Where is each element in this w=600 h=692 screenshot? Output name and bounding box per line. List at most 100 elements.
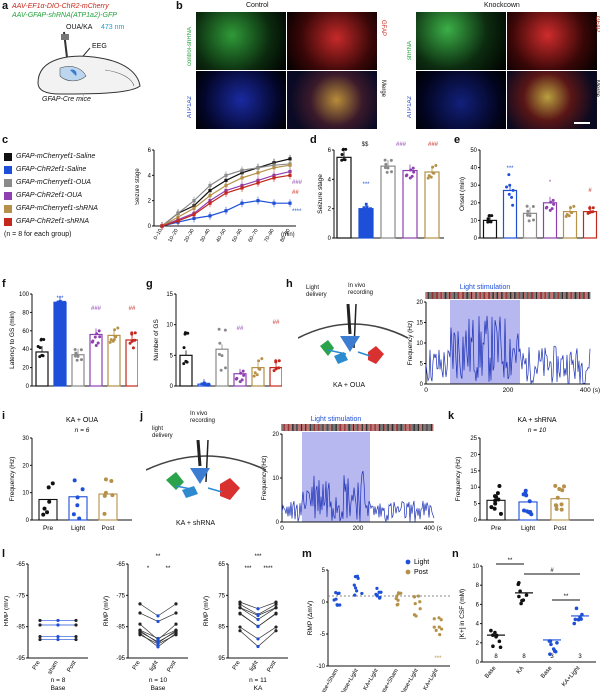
frequency-trace (281, 470, 435, 523)
sig-marker: *** (56, 296, 64, 302)
data-point (395, 603, 399, 607)
sig-marker: ## (129, 306, 136, 312)
data-point (495, 491, 500, 496)
data-point (379, 590, 383, 594)
y-tick-label: 0 (26, 384, 30, 390)
data-point (553, 483, 558, 488)
x-tick-label: Post (167, 660, 178, 674)
y-tick-label: 20 (470, 201, 477, 207)
data-point (239, 371, 243, 375)
data-point (531, 218, 535, 222)
panel-i-letter: i (2, 410, 6, 422)
data-point (138, 622, 142, 626)
panel-m-letter: m (302, 548, 312, 560)
data-point (185, 360, 189, 364)
y-axis-label: Frequency (Hz) (455, 457, 462, 502)
n-label: n = 10 (149, 677, 168, 684)
x-tick-label: Light (521, 525, 535, 532)
data-point (238, 600, 242, 604)
panel-k-letter: k (448, 410, 455, 422)
mouse-brain-diagram (37, 31, 141, 95)
data-point (385, 170, 389, 174)
data-point (431, 165, 435, 169)
data-point (375, 586, 379, 590)
micrograph-control-shrna (196, 12, 286, 70)
y-tick-label: 10 (470, 218, 477, 224)
legend-post: Post (414, 569, 428, 576)
data-point (56, 623, 60, 627)
y-tick-label: 15 (470, 469, 477, 475)
data-point (274, 625, 278, 629)
data-point (272, 369, 276, 373)
data-point (156, 645, 160, 649)
panel-c-xunit: (min) (281, 232, 295, 238)
data-point (42, 338, 46, 342)
panel-b-knockdown-title: Knockcown (484, 2, 520, 9)
data-point (418, 600, 422, 604)
bar (38, 498, 58, 521)
x-tick-label: Post (101, 525, 114, 532)
n-label: n = 11 (249, 677, 267, 684)
panel-h-model-label: KA + OUA (333, 382, 366, 389)
data-point (559, 502, 564, 507)
data-point (156, 638, 160, 642)
data-point (218, 341, 222, 345)
data-point (508, 183, 512, 187)
data-point (527, 219, 531, 223)
data-point (156, 614, 160, 618)
data-point (234, 377, 238, 381)
y-axis-label: [K+] in CSF (mM) (459, 589, 466, 639)
x-tick-label: 10–20 (167, 228, 179, 244)
data-point (80, 487, 85, 492)
data-point (487, 214, 491, 218)
y-tick-label: 0 (328, 236, 332, 242)
data-point (491, 633, 495, 637)
sig-marker: ## (237, 326, 244, 332)
seizure-stage-timecourse: 0 2 4 6 0–10 10–20 20–30 30–40 40–50 50–60 60–70 70… (148, 148, 303, 244)
data-point (364, 202, 368, 206)
x-tick-label: Post (267, 660, 278, 674)
data-point (490, 214, 494, 218)
tile-label-control-shrna: control-shRNA (187, 26, 193, 66)
data-point (519, 601, 523, 606)
data-point (408, 176, 412, 180)
data-point (491, 644, 495, 648)
y-tick-label: 4 (148, 173, 152, 179)
data-point (274, 602, 278, 606)
data-point (74, 634, 78, 639)
data-point (365, 208, 369, 212)
stim-window (302, 432, 370, 522)
data-point (90, 340, 94, 344)
data-point (497, 483, 502, 488)
bar (35, 351, 49, 387)
y-tick-label: 5 (474, 502, 478, 508)
bar (251, 366, 265, 387)
data-point (223, 328, 227, 332)
data-point (56, 637, 60, 642)
data-point (569, 206, 573, 210)
data-point (338, 603, 342, 607)
data-point (109, 338, 113, 342)
data-point (367, 209, 371, 212)
stim-window (450, 300, 520, 384)
y-tick-label: -75 (16, 593, 25, 599)
data-point (580, 612, 584, 617)
data-point (486, 217, 490, 221)
chart-title: KA + shRNA (517, 417, 556, 424)
y-axis-label: Seizure stage (317, 174, 324, 214)
panel-d-letter: d (310, 134, 317, 146)
n-count: 8 (494, 654, 498, 660)
data-point (404, 174, 408, 178)
y-tick-label: 10 (472, 564, 479, 570)
legend-mcherry-shrna: GFAP-mCherryef1-shRNA (16, 204, 98, 212)
data-point (42, 506, 47, 511)
x-tick-label: Light (71, 525, 85, 532)
data-point (238, 625, 242, 629)
y-tick-label: -75 (116, 593, 125, 599)
data-point (352, 583, 356, 587)
data-point (337, 591, 341, 595)
panel-b-letter: b (176, 0, 183, 12)
x-tick-label: Base+Light (340, 668, 360, 692)
data-point (57, 300, 60, 304)
y-tick-label: 0 (474, 236, 478, 242)
